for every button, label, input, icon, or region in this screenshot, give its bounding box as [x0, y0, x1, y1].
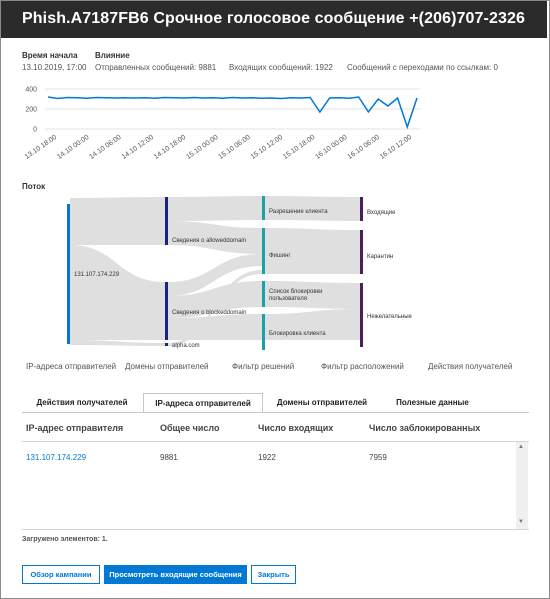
column-ip: IP-адреса отправителей — [26, 362, 117, 371]
sankey-diagram: 131.107.174.229 Сведения о allowed­domai… — [67, 196, 413, 350]
tab-payloads[interactable]: Полезные данные — [396, 398, 469, 407]
node-blockclient[interactable] — [262, 314, 265, 350]
link-alpha-filter — [168, 270, 262, 346]
view-inbox-messages-button[interactable]: Просмотреть входящие сообщения — [104, 565, 247, 584]
x-tick-label: 15.10 12:00 — [250, 134, 284, 161]
tab-recipient-actions[interactable]: Действия получателей — [36, 398, 128, 407]
column-actions: Действия получателей — [428, 362, 513, 371]
label-blocklist: Список блокировки пользователя — [269, 289, 323, 302]
x-tick-label: 16.10 06:00 — [347, 134, 381, 161]
impact-label: Влияние — [95, 51, 130, 60]
node-allowed[interactable] — [165, 197, 168, 245]
close-button[interactable]: Закрыть — [251, 565, 296, 584]
link-blocklist-junk — [265, 281, 360, 309]
link-blocked-phishing — [168, 254, 262, 296]
x-tick-label: 13.10 18:00 — [24, 134, 58, 161]
inbox-messages-stat: Входящих сообщений: 1922 — [229, 63, 333, 72]
tab-sender-ips[interactable]: IP-адреса отправителей — [143, 393, 263, 413]
link-ip-alpha — [70, 340, 165, 346]
node-blocklist[interactable] — [262, 281, 265, 307]
column-header-blocked[interactable]: Число заблокированных — [369, 423, 481, 433]
results-grid — [22, 441, 529, 530]
clicked-messages-stat: Сообщений с переходами по ссылкам: 0 — [347, 63, 498, 72]
tabs-divider — [22, 412, 529, 413]
link-allowed-allowclient — [168, 196, 262, 221]
x-tick-label: 15.10 06:00 — [217, 134, 251, 161]
label-blockclient: Блокировка клиента — [269, 331, 326, 337]
y-tick-label: 0 — [33, 127, 37, 134]
link-ip-allowed — [70, 197, 165, 245]
cell-inbox: 1922 — [258, 453, 276, 462]
x-tick-label: 16.10 12:00 — [379, 134, 413, 161]
column-filter: Фильтр решений — [232, 362, 295, 371]
node-ip[interactable] — [67, 204, 70, 344]
column-header-total[interactable]: Общее число — [160, 423, 220, 433]
node-allowclient[interactable] — [262, 196, 265, 220]
link-allowed-phishing — [168, 221, 262, 254]
cell-blocked: 7959 — [369, 453, 387, 462]
chart-series-line — [47, 96, 418, 130]
x-tick-label: 14.10 12:00 — [121, 134, 155, 161]
grid-scrollbar[interactable]: ▲ ▼ — [516, 442, 528, 529]
campaign-overview-button[interactable]: Обзор кампании — [22, 565, 100, 584]
cell-ip-link[interactable]: 131.107.174.229 — [26, 453, 87, 462]
link-phishing-quarantine — [265, 228, 360, 274]
label-quarantine: Карантин — [367, 254, 393, 260]
node-alpha[interactable] — [165, 343, 168, 346]
label-ip: 131.107.174.229 — [74, 272, 120, 278]
items-loaded-status: Загружено элементов: 1. — [22, 536, 108, 543]
x-tick-label: 14.10 00:00 — [56, 134, 90, 161]
label-junk: Нежелательные — [367, 314, 413, 320]
x-tick-label: 15.10 18:00 — [282, 134, 316, 161]
scroll-down-arrow-icon[interactable]: ▼ — [518, 519, 524, 525]
flow-title: Поток — [22, 182, 46, 191]
node-quarantine[interactable] — [360, 230, 363, 274]
node-junk[interactable] — [360, 283, 363, 347]
node-blocked[interactable] — [165, 282, 168, 340]
node-phishing[interactable] — [262, 228, 265, 274]
label-inbox: Входящие — [367, 210, 396, 216]
link-blocked-blocklist — [168, 281, 262, 318]
start-time-label: Время начала — [22, 51, 78, 60]
label-allowed: Сведения о allowed­domain — [172, 238, 246, 244]
start-time-value: 13.10.2019, 17:00 — [22, 63, 87, 72]
label-phishing: Фишинг — [269, 253, 291, 259]
column-location: Фильтр расположений — [321, 362, 404, 371]
scroll-up-arrow-icon[interactable]: ▲ — [518, 444, 524, 450]
x-tick-label: 15.10 00:00 — [185, 134, 219, 161]
tab-sender-domains[interactable]: Домены отправителей — [276, 398, 368, 407]
link-ip-blocked — [70, 245, 165, 340]
label-allowclient: Разрешение клиента — [269, 209, 328, 215]
y-tick-label: 400 — [25, 87, 37, 94]
column-domains: Домены отправителей — [125, 362, 209, 371]
link-blockclient-junk — [265, 309, 360, 340]
link-allowclient-inbox — [265, 196, 360, 221]
column-header-ip[interactable]: IP-адрес отправителя — [26, 423, 124, 433]
link-blocked-blockclient — [168, 314, 262, 340]
dialog-header: Phish.A7187FB6 Срочное голосовое сообщен… — [1, 1, 547, 38]
y-tick-label: 200 — [25, 107, 37, 114]
node-inbox[interactable] — [360, 197, 363, 221]
column-header-inbox[interactable]: Число входящих — [258, 423, 334, 433]
x-tick-label: 14.10 06:00 — [88, 134, 122, 161]
cell-total: 9881 — [160, 453, 178, 462]
label-blocked: Сведения о blockeddomain — [172, 310, 246, 316]
dialog-title: Phish.A7187FB6 Срочное голосовое сообщен… — [22, 10, 525, 27]
label-alpha: alpha.com — [172, 343, 200, 349]
sent-messages-stat: Отправленных сообщений: 9881 — [95, 63, 217, 72]
x-tick-label: 16.10 00:00 — [314, 134, 348, 161]
x-tick-label: 14.10 18:00 — [153, 134, 187, 161]
